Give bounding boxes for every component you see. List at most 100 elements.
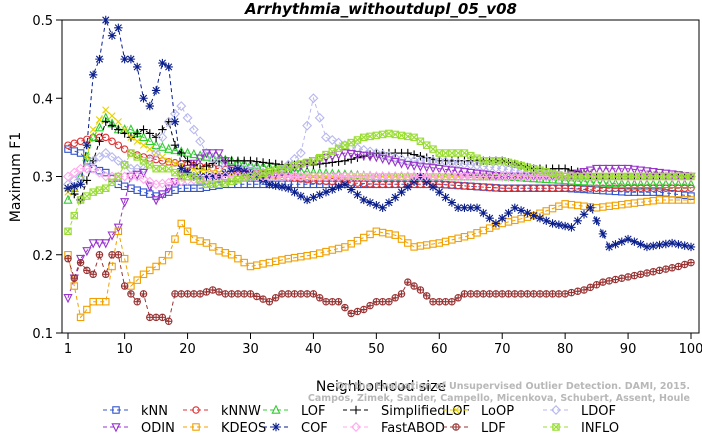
data-point (378, 203, 387, 212)
data-point (177, 219, 186, 228)
data-point (315, 190, 324, 199)
data-point (245, 159, 256, 169)
data-point (366, 301, 374, 310)
data-point (586, 203, 595, 212)
data-point (258, 158, 268, 167)
series-FastABOD (63, 163, 696, 190)
data-point (661, 239, 671, 249)
data-point (289, 164, 300, 174)
data-point (334, 182, 343, 192)
x-tick-label: 100 (679, 342, 702, 357)
data-point (240, 167, 249, 176)
data-point (353, 307, 362, 316)
data-point (629, 178, 639, 189)
data-point (234, 290, 242, 298)
data-point (341, 243, 349, 251)
data-point (554, 220, 564, 229)
data-point (459, 168, 470, 178)
data-point (410, 282, 418, 290)
data-point (371, 153, 381, 163)
data-point (542, 216, 551, 226)
data-point (542, 290, 551, 298)
data-point (145, 101, 155, 111)
data-point (548, 169, 557, 178)
data-point (139, 141, 148, 149)
data-point (259, 295, 267, 303)
data-point (95, 186, 104, 194)
data-point (441, 297, 450, 306)
data-point (365, 170, 375, 180)
data-point (70, 282, 79, 290)
data-point (121, 125, 129, 134)
watermark-line-2: Campos, Zimek, Sander, Campello, Micenko… (308, 393, 690, 404)
legend-label: LoOP (481, 404, 514, 419)
data-point (114, 141, 123, 149)
data-point (208, 172, 217, 181)
x-tick-label: 30 (242, 342, 259, 357)
data-point (88, 163, 99, 174)
data-point (146, 266, 154, 275)
data-point (108, 112, 116, 120)
data-point (321, 158, 331, 168)
data-point (686, 178, 696, 189)
data-point (76, 180, 85, 189)
data-point (70, 182, 79, 191)
data-point (687, 192, 695, 200)
data-point (580, 286, 588, 294)
data-point (385, 297, 393, 306)
data-point (196, 237, 204, 245)
data-point (114, 23, 123, 33)
legend-label: KDEOS (221, 421, 266, 434)
data-point (409, 161, 419, 171)
data-point (114, 125, 123, 134)
data-point (157, 190, 167, 200)
data-point (623, 164, 633, 175)
data-point (83, 305, 91, 314)
legend-label: LDF (481, 421, 506, 434)
data-point (485, 290, 494, 298)
data-point (485, 214, 494, 223)
data-point (234, 175, 242, 184)
data-point (297, 160, 305, 168)
x-tick-label: 70 (494, 342, 511, 357)
legend-label: kNN (141, 404, 168, 419)
data-point (460, 233, 469, 241)
data-point (182, 112, 193, 123)
data-point (227, 167, 236, 176)
series-INFLO (64, 129, 695, 236)
data-point (176, 101, 187, 112)
data-point (440, 165, 451, 175)
data-point (617, 164, 627, 175)
data-point (668, 264, 676, 272)
data-point (195, 154, 205, 164)
data-point (252, 160, 262, 170)
data-point (284, 290, 293, 298)
data-point (152, 164, 160, 173)
data-point (108, 178, 116, 187)
data-point (365, 198, 375, 207)
data-point (404, 239, 412, 247)
data-point (64, 227, 72, 236)
data-point (220, 157, 230, 167)
data-point (674, 262, 683, 271)
data-point (133, 62, 142, 72)
series-ODIN (63, 149, 696, 304)
data-point (171, 168, 179, 177)
data-point (315, 249, 324, 257)
data-point (585, 176, 595, 186)
legend: kNN kNNW LOF SimplifiedLOF LoOP LDOF ODIN KDEOS… (103, 404, 619, 434)
data-point (536, 290, 544, 298)
data-point (391, 294, 399, 302)
data-point (265, 180, 274, 189)
data-point (378, 154, 388, 164)
data-point (687, 196, 695, 204)
data-point (328, 297, 337, 306)
data-point (70, 139, 79, 147)
data-point (114, 172, 123, 181)
data-point (680, 241, 689, 250)
data-point (89, 125, 97, 134)
data-point (63, 184, 73, 193)
data-point (453, 167, 463, 177)
data-point (492, 290, 500, 298)
data-point (284, 163, 293, 171)
